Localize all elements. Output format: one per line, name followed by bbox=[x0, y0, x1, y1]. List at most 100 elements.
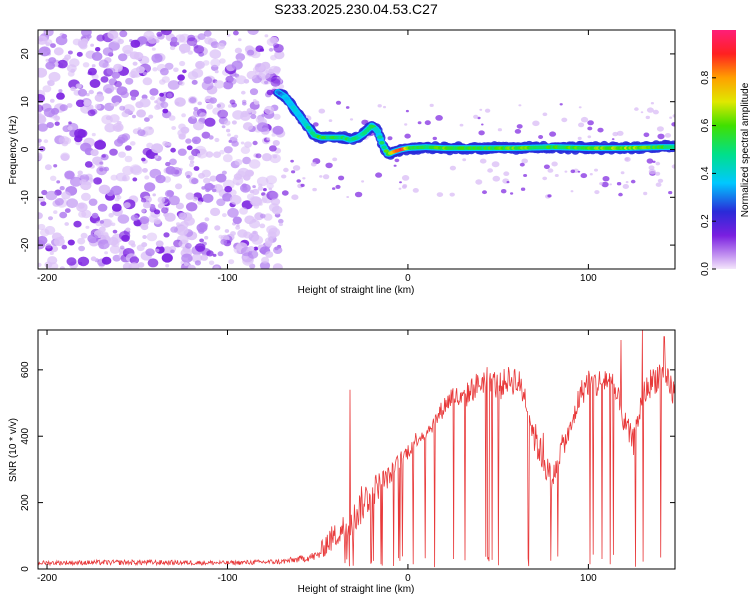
noise-blob bbox=[259, 48, 265, 52]
noise-blob bbox=[90, 149, 99, 157]
noise-blob bbox=[153, 218, 162, 225]
noise-blob bbox=[117, 65, 123, 70]
noise-blob bbox=[80, 142, 92, 152]
noise-blob bbox=[151, 143, 164, 154]
noise-blob bbox=[39, 146, 46, 152]
noise-blob bbox=[209, 97, 217, 104]
noise-blob bbox=[110, 174, 118, 181]
noise-blob bbox=[405, 109, 409, 113]
noise-blob bbox=[246, 70, 257, 80]
noise-blob bbox=[250, 114, 257, 120]
noise-blob bbox=[154, 104, 161, 110]
noise-blob bbox=[213, 266, 220, 269]
x-tick-label: -100 bbox=[217, 273, 237, 284]
noise-blob bbox=[543, 164, 550, 170]
noise-blob bbox=[165, 161, 171, 167]
noise-blob bbox=[170, 167, 182, 177]
signal-core bbox=[383, 149, 389, 153]
noise-blob bbox=[145, 43, 149, 47]
noise-blob bbox=[38, 262, 42, 267]
noise-blob bbox=[247, 30, 259, 35]
noise-blob bbox=[296, 179, 302, 183]
noise-blob bbox=[194, 260, 201, 266]
noise-blob bbox=[147, 258, 159, 268]
noise-blob bbox=[255, 153, 262, 159]
noise-blob bbox=[228, 259, 235, 265]
noise-blob bbox=[222, 154, 233, 163]
noise-blob bbox=[180, 126, 190, 134]
noise-blob bbox=[83, 99, 92, 107]
noise-blob bbox=[85, 93, 90, 97]
noise-blob bbox=[38, 115, 47, 124]
noise-blob bbox=[204, 217, 210, 222]
snr-y-axis: 0 200 400 600 bbox=[20, 361, 675, 572]
noise-blob bbox=[335, 100, 342, 105]
noise-blob bbox=[80, 232, 88, 239]
noise-blob bbox=[291, 170, 296, 174]
noise-blob bbox=[240, 141, 245, 145]
noise-blob bbox=[142, 71, 148, 76]
y-tick-label: -10 bbox=[20, 190, 31, 205]
noise-blob bbox=[214, 69, 219, 74]
noise-blob bbox=[157, 196, 166, 204]
noise-blob bbox=[570, 190, 574, 193]
noise-blob bbox=[233, 30, 239, 36]
noise-blob bbox=[188, 155, 195, 161]
noise-blob bbox=[587, 135, 592, 139]
noise-blob bbox=[218, 234, 223, 239]
noise-blob bbox=[257, 186, 264, 191]
noise-blob bbox=[657, 178, 664, 183]
noise-blob bbox=[234, 134, 239, 139]
noise-blob bbox=[96, 166, 108, 176]
noise-blob bbox=[91, 64, 96, 68]
noise-blob bbox=[268, 187, 273, 191]
noise-blob bbox=[216, 103, 221, 108]
noise-blob bbox=[292, 165, 301, 171]
noise-blob bbox=[201, 186, 206, 190]
noise-blob bbox=[101, 154, 106, 158]
noise-blob bbox=[189, 97, 197, 104]
noise-blob bbox=[38, 123, 48, 132]
noise-blob bbox=[283, 167, 289, 173]
noise-blob bbox=[54, 116, 60, 121]
noise-blob bbox=[236, 224, 240, 227]
noise-blob bbox=[161, 253, 173, 263]
noise-blob bbox=[251, 230, 258, 236]
noise-blob bbox=[112, 254, 121, 262]
noise-blob bbox=[243, 255, 248, 260]
noise-blob bbox=[482, 190, 487, 195]
noise-blob bbox=[240, 183, 251, 193]
noise-blob bbox=[193, 121, 204, 131]
noise-blob bbox=[312, 187, 317, 192]
noise-blob bbox=[650, 102, 655, 105]
noise-blob bbox=[254, 62, 264, 71]
noise-blob bbox=[264, 80, 269, 85]
noise-blob bbox=[185, 192, 195, 200]
noise-blob bbox=[81, 192, 91, 201]
noise-blob bbox=[671, 164, 675, 169]
noise-blob bbox=[130, 141, 136, 146]
noise-blob bbox=[335, 184, 341, 189]
noise-blob bbox=[514, 129, 522, 134]
noise-blob bbox=[175, 202, 184, 210]
noise-blob bbox=[61, 33, 68, 39]
noise-blob bbox=[59, 186, 65, 191]
noise-blob bbox=[230, 231, 236, 236]
noise-blob bbox=[214, 137, 220, 143]
noise-blob bbox=[61, 191, 71, 200]
noise-blob bbox=[281, 174, 287, 179]
noise-blob bbox=[249, 219, 261, 229]
noise-blob bbox=[278, 222, 283, 227]
noise-blob bbox=[318, 108, 326, 114]
signal-core bbox=[381, 145, 387, 150]
noise-blob bbox=[84, 161, 93, 168]
noise-blob bbox=[75, 83, 82, 89]
noise-blob bbox=[144, 117, 150, 122]
x-tick-label: -100 bbox=[217, 573, 237, 584]
noise-blob bbox=[580, 173, 588, 179]
noise-blob bbox=[144, 175, 150, 180]
noise-blob bbox=[130, 214, 139, 222]
noise-blob bbox=[217, 42, 225, 50]
noise-blob bbox=[542, 112, 548, 117]
